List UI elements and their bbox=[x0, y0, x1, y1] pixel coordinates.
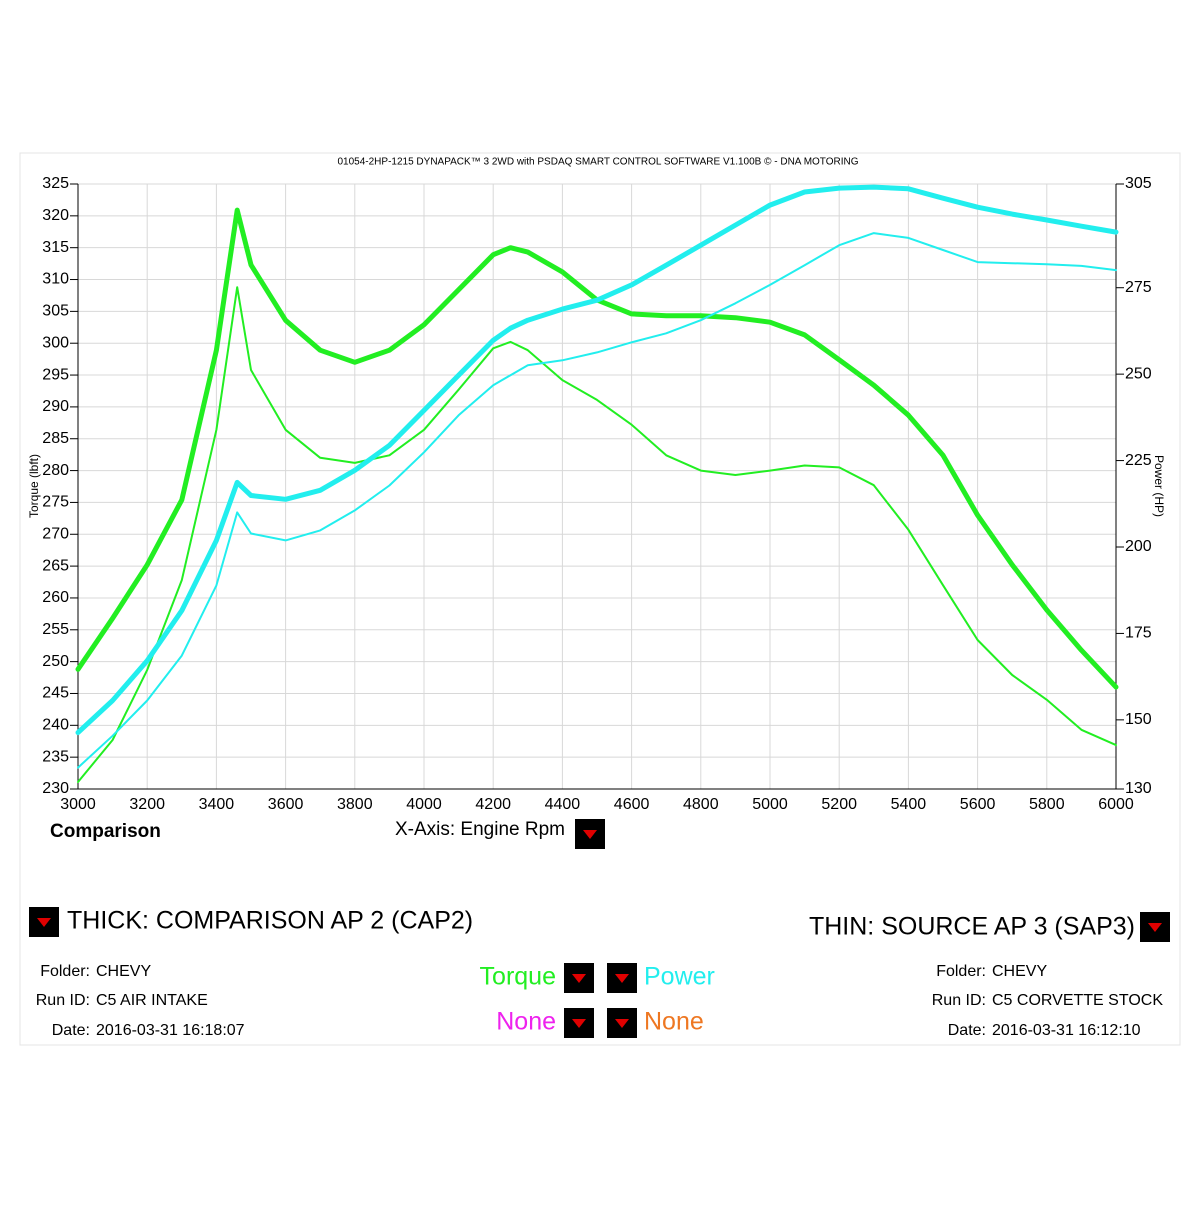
field-value: 2016-03-31 16:12:10 bbox=[992, 1022, 1141, 1039]
y-tick-label: 270 bbox=[42, 525, 69, 542]
y2-tick-label: 225 bbox=[1125, 452, 1152, 469]
y-tick-label: 275 bbox=[42, 494, 69, 511]
series-line bbox=[75, 207, 1119, 690]
field-label: Date: bbox=[948, 1022, 986, 1039]
y-axis-label: Torque (lbft) bbox=[27, 454, 41, 518]
y-tick-label: 285 bbox=[42, 430, 69, 447]
x-tick-label: 3800 bbox=[337, 796, 373, 813]
dropdown-arrow bbox=[572, 1019, 586, 1028]
dropdown-button[interactable] bbox=[607, 963, 637, 993]
y-tick-label: 325 bbox=[42, 175, 69, 192]
y2-tick-label: 200 bbox=[1125, 538, 1152, 555]
dropdown-arrow bbox=[572, 974, 586, 983]
series-line bbox=[77, 286, 1117, 783]
dropdown-arrow bbox=[583, 830, 597, 839]
y-tick-label: 280 bbox=[42, 462, 69, 479]
field-label: Folder: bbox=[936, 963, 986, 980]
x-tick-label: 4200 bbox=[475, 796, 511, 813]
y-tick-label: 265 bbox=[42, 557, 69, 574]
series-line bbox=[75, 184, 1119, 736]
thick-heading: THICK: COMPARISON AP 2 (CAP2) bbox=[67, 907, 473, 935]
x-tick-label: 3400 bbox=[199, 796, 235, 813]
field-value: CHEVY bbox=[992, 963, 1047, 980]
y2-tick-label: 150 bbox=[1125, 711, 1152, 728]
x-tick-label: 5200 bbox=[821, 796, 857, 813]
y-tick-label: 235 bbox=[42, 748, 69, 765]
field-label: Run ID: bbox=[36, 992, 90, 1009]
y-tick-label: 295 bbox=[42, 366, 69, 383]
y-tick-label: 250 bbox=[42, 653, 69, 670]
dropdown-arrow bbox=[615, 974, 629, 983]
x-tick-label: 5000 bbox=[752, 796, 788, 813]
y2-tick-label: 275 bbox=[1125, 279, 1152, 296]
field-value: C5 AIR INTAKE bbox=[96, 992, 208, 1009]
thin-heading: THIN: SOURCE AP 3 (SAP3) bbox=[809, 913, 1135, 941]
field-label: Date: bbox=[52, 1022, 90, 1039]
dropdown-button[interactable] bbox=[564, 963, 594, 993]
chart-title: 01054-2HP-1215 DYNAPACK™ 3 2WD with PSDA… bbox=[337, 157, 858, 168]
field-value: C5 CORVETTE STOCK bbox=[992, 992, 1163, 1009]
x-tick-label: 5600 bbox=[960, 796, 996, 813]
y-tick-label: 260 bbox=[42, 589, 69, 606]
y-tick-label: 305 bbox=[42, 303, 69, 320]
y-tick-label: 230 bbox=[42, 780, 69, 797]
x-tick-label: 3600 bbox=[268, 796, 304, 813]
mode-label: Comparison bbox=[50, 821, 161, 842]
y-tick-label: 255 bbox=[42, 621, 69, 638]
dropdown-button[interactable] bbox=[575, 819, 605, 849]
x-tick-label: 4000 bbox=[406, 796, 442, 813]
x-tick-label: 3200 bbox=[129, 796, 165, 813]
selector-label: None bbox=[644, 1008, 704, 1036]
y2-tick-label: 305 bbox=[1125, 175, 1152, 192]
series-line bbox=[77, 232, 1117, 769]
field-value: CHEVY bbox=[96, 963, 151, 980]
y-tick-label: 300 bbox=[42, 334, 69, 351]
dropdown-arrow bbox=[1148, 923, 1162, 932]
dropdown-button[interactable] bbox=[1140, 912, 1170, 942]
x-tick-label: 4600 bbox=[614, 796, 650, 813]
y2-tick-label: 130 bbox=[1125, 780, 1152, 797]
dropdown-button[interactable] bbox=[564, 1008, 594, 1038]
y2-axis-label: Power (HP) bbox=[1152, 455, 1166, 517]
dropdown-arrow bbox=[615, 1019, 629, 1028]
y-tick-label: 315 bbox=[42, 239, 69, 256]
y-tick-label: 310 bbox=[42, 271, 69, 288]
y-tick-label: 290 bbox=[42, 398, 69, 415]
x-tick-label: 5400 bbox=[891, 796, 927, 813]
y-tick-label: 245 bbox=[42, 685, 69, 702]
x-tick-label: 4400 bbox=[545, 796, 581, 813]
y2-tick-label: 175 bbox=[1125, 625, 1152, 642]
x-tick-label: 3000 bbox=[60, 796, 96, 813]
x-tick-label: 5800 bbox=[1029, 796, 1065, 813]
dropdown-arrow bbox=[37, 918, 51, 927]
field-label: Run ID: bbox=[932, 992, 986, 1009]
field-label: Folder: bbox=[40, 963, 90, 980]
selector-label: None bbox=[496, 1008, 556, 1036]
field-value: 2016-03-31 16:18:07 bbox=[96, 1022, 245, 1039]
dropdown-button[interactable] bbox=[29, 907, 59, 937]
x-tick-label: 4800 bbox=[683, 796, 719, 813]
y-tick-label: 240 bbox=[42, 717, 69, 734]
y-tick-label: 320 bbox=[42, 207, 69, 224]
x-axis-label: X-Axis: Engine Rpm bbox=[395, 819, 565, 840]
dropdown-button[interactable] bbox=[607, 1008, 637, 1038]
selector-label: Torque bbox=[480, 963, 556, 991]
x-tick-label: 6000 bbox=[1098, 796, 1134, 813]
y2-tick-label: 250 bbox=[1125, 365, 1152, 382]
selector-label: Power bbox=[644, 963, 715, 991]
